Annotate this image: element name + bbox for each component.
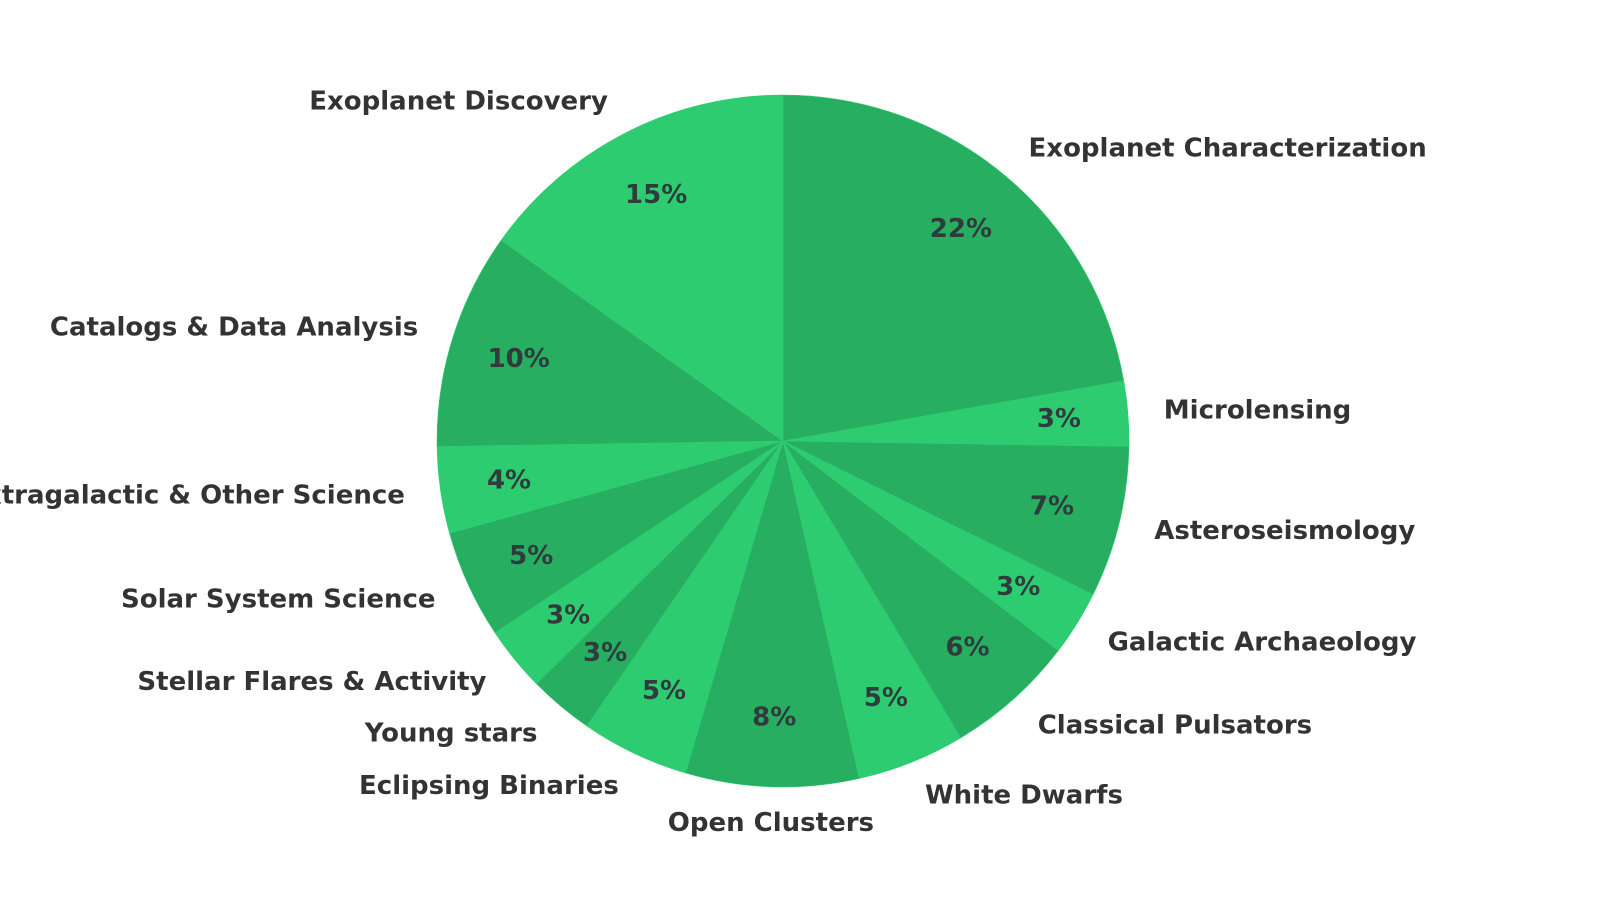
pie-category-label: Exoplanet Characterization (1029, 133, 1427, 163)
pie-category-label: Galactic Archaeology (1108, 627, 1417, 657)
pie-percent-label: 4% (487, 465, 531, 495)
pie-percent-label: 5% (864, 683, 908, 713)
pie-category-label: Asteroseismology (1154, 516, 1415, 546)
pie-percent-label: 3% (1037, 404, 1081, 434)
pie-category-label: Young stars (364, 719, 538, 749)
pie-slice-open-clusters[interactable] (685, 439, 860, 788)
pie-percent-label: 22% (930, 214, 992, 244)
pie-slice-catalogs-and-data-analysis[interactable] (436, 239, 784, 447)
pie-category-label: Stellar Flares & Activity (137, 667, 486, 697)
slices-layer (436, 94, 1130, 788)
pie-slice-exoplanet-discovery[interactable] (500, 94, 784, 442)
pie-percent-label: 8% (752, 703, 796, 733)
pie-percent-label: 5% (509, 541, 553, 571)
pie-category-label: Extragalactic & Other Science (0, 480, 405, 510)
pie-percent-label: 3% (583, 638, 627, 668)
pie-category-label: Catalogs & Data Analysis (50, 313, 418, 343)
pie-category-label: Microlensing (1164, 396, 1351, 426)
pie-percent-label: 10% (488, 344, 550, 374)
pie-slice-classical-pulsators[interactable] (782, 440, 1059, 739)
pie-category-label: Solar System Science (121, 585, 436, 615)
pie-category-label: White Dwarfs (925, 781, 1123, 811)
pie-percent-label: 3% (996, 572, 1040, 602)
pie-category-label: Classical Pulsators (1038, 711, 1312, 741)
percent-labels-layer: 22%3%7%3%6%5%8%5%3%3%5%4%10%15% (487, 180, 1081, 733)
pie-category-label: Exoplanet Discovery (309, 86, 608, 116)
pie-percent-label: 3% (546, 601, 590, 631)
category-labels-layer: Exoplanet Characterization Microlensing As… (0, 86, 1427, 837)
pie-category-label: Eclipsing Binaries (359, 771, 619, 801)
pie-slice-asteroseismology[interactable] (782, 440, 1130, 596)
pie-slice-exoplanet-characterization[interactable] (782, 94, 1125, 442)
pie-percent-label: 5% (642, 676, 686, 706)
pie-percent-label: 15% (625, 180, 687, 210)
pie-percent-label: 7% (1030, 491, 1074, 521)
pie-category-label: Open Clusters (668, 808, 874, 838)
pie-percent-label: 6% (945, 632, 989, 662)
